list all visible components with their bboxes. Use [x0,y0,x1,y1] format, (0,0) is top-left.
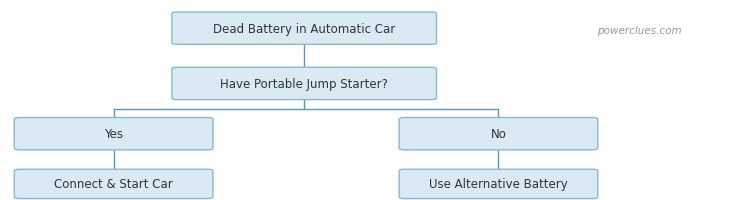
FancyBboxPatch shape [399,169,598,199]
FancyBboxPatch shape [14,118,213,150]
Text: powerclues.com: powerclues.com [597,26,682,36]
Text: Connect & Start Car: Connect & Start Car [54,178,173,190]
FancyBboxPatch shape [14,169,213,199]
Text: Dead Battery in Automatic Car: Dead Battery in Automatic Car [213,23,395,35]
Text: Yes: Yes [104,128,123,140]
Text: No: No [490,128,507,140]
Text: Have Portable Jump Starter?: Have Portable Jump Starter? [220,78,388,90]
Text: Use Alternative Battery: Use Alternative Battery [429,178,568,190]
FancyBboxPatch shape [172,13,436,45]
FancyBboxPatch shape [399,118,598,150]
FancyBboxPatch shape [172,68,436,100]
